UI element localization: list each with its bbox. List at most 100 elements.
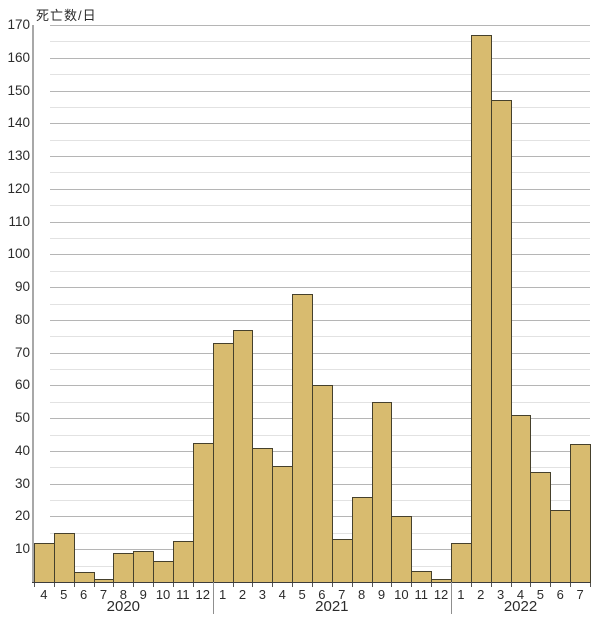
month-label: 3 — [497, 587, 505, 602]
gridline-minor — [50, 74, 590, 76]
y-tick-label: 160 — [7, 49, 30, 65]
gridline-major — [50, 90, 590, 92]
gridline-minor — [50, 106, 590, 108]
y-axis-line — [32, 25, 34, 582]
x-axis-tick — [153, 583, 155, 587]
gridline-minor — [50, 336, 590, 338]
bar — [550, 509, 572, 583]
y-tick-label: 150 — [7, 82, 30, 98]
x-axis-tick — [391, 583, 393, 587]
x-axis-tick — [93, 583, 95, 587]
y-tick-label: 10 — [14, 541, 30, 557]
gridline-major — [50, 287, 590, 289]
month-label: 8 — [358, 587, 366, 602]
y-tick-label: 30 — [14, 475, 30, 491]
gridline-major — [50, 188, 590, 190]
bar — [451, 542, 472, 583]
gridline-major — [50, 221, 590, 223]
y-tick-label: 40 — [14, 442, 30, 458]
month-label: 2 — [238, 587, 247, 602]
x-axis-tick — [331, 583, 333, 587]
x-axis-tick — [490, 583, 492, 587]
month-label: 10 — [155, 587, 171, 602]
bar — [312, 385, 333, 583]
gridline-minor — [50, 205, 590, 207]
gridline-minor — [50, 369, 590, 371]
gridline-major — [50, 25, 590, 26]
bar — [510, 414, 532, 583]
bar — [570, 444, 591, 583]
y-tick-label: 110 — [8, 213, 30, 229]
month-label: 10 — [394, 587, 409, 602]
gridline-minor — [50, 41, 590, 43]
x-axis-tick — [371, 583, 373, 587]
x-axis-tick — [470, 583, 472, 587]
month-label: 4 — [516, 587, 525, 602]
month-label: 11 — [414, 587, 428, 602]
year-label: 2021 — [315, 598, 349, 615]
x-axis-tick — [411, 583, 413, 587]
x-axis-tick — [570, 583, 572, 587]
gridline-major — [50, 352, 590, 354]
x-axis-tick — [73, 583, 75, 587]
bar — [530, 472, 552, 583]
y-tick-label: 90 — [14, 279, 30, 295]
x-axis-tick — [252, 583, 254, 587]
month-label: 4 — [278, 587, 286, 602]
bar — [470, 34, 492, 583]
x-axis-tick — [431, 583, 433, 587]
month-label: 1 — [219, 587, 227, 602]
x-axis-tick — [351, 583, 353, 587]
year-label: 2020 — [106, 598, 141, 615]
x-axis-tick — [590, 583, 591, 587]
y-tick-label: 120 — [7, 180, 30, 196]
x-axis-tick — [53, 583, 55, 587]
year-separator — [451, 582, 452, 614]
gridline-major — [50, 319, 590, 321]
bar — [252, 447, 274, 583]
y-axis-title: 死亡数/日 — [36, 8, 97, 23]
x-axis-line — [32, 582, 590, 583]
month-label: 6 — [80, 587, 88, 602]
y-tick-label: 70 — [14, 344, 30, 360]
month-label: 4 — [40, 587, 48, 602]
bar — [351, 496, 373, 583]
bar — [391, 516, 413, 583]
gridline-major — [50, 57, 590, 59]
y-tick-label: 50 — [14, 410, 30, 426]
bar — [34, 542, 55, 583]
bar — [212, 342, 234, 583]
month-label: 3 — [258, 587, 266, 602]
bar — [173, 541, 194, 583]
x-axis-tick — [550, 583, 552, 587]
month-label: 5 — [298, 587, 306, 602]
bar — [371, 401, 393, 583]
gridline-major — [50, 156, 590, 158]
y-tick-label: 80 — [14, 311, 30, 327]
month-label: 6 — [556, 587, 564, 602]
month-label: 12 — [433, 587, 449, 602]
month-label: 5 — [60, 587, 68, 602]
month-label: 7 — [338, 587, 346, 602]
bar — [331, 539, 353, 583]
month-label: 9 — [377, 587, 386, 602]
x-axis-tick — [192, 583, 194, 587]
gridline-minor — [50, 237, 590, 239]
month-label: 8 — [119, 587, 127, 602]
y-tick-label: 60 — [14, 377, 30, 393]
bar — [272, 465, 294, 583]
month-label: 9 — [139, 587, 147, 602]
month-label: 11 — [176, 587, 190, 602]
bar — [133, 550, 155, 583]
x-axis-tick — [530, 583, 532, 587]
gridline-major — [50, 254, 590, 256]
x-axis-tick — [34, 583, 35, 587]
y-tick-label: 100 — [7, 246, 30, 262]
bar — [490, 100, 512, 583]
y-tick-label: 130 — [7, 148, 30, 164]
month-label: 7 — [99, 587, 108, 602]
bar — [192, 442, 214, 583]
bar — [232, 329, 254, 583]
x-axis-tick — [173, 583, 174, 587]
